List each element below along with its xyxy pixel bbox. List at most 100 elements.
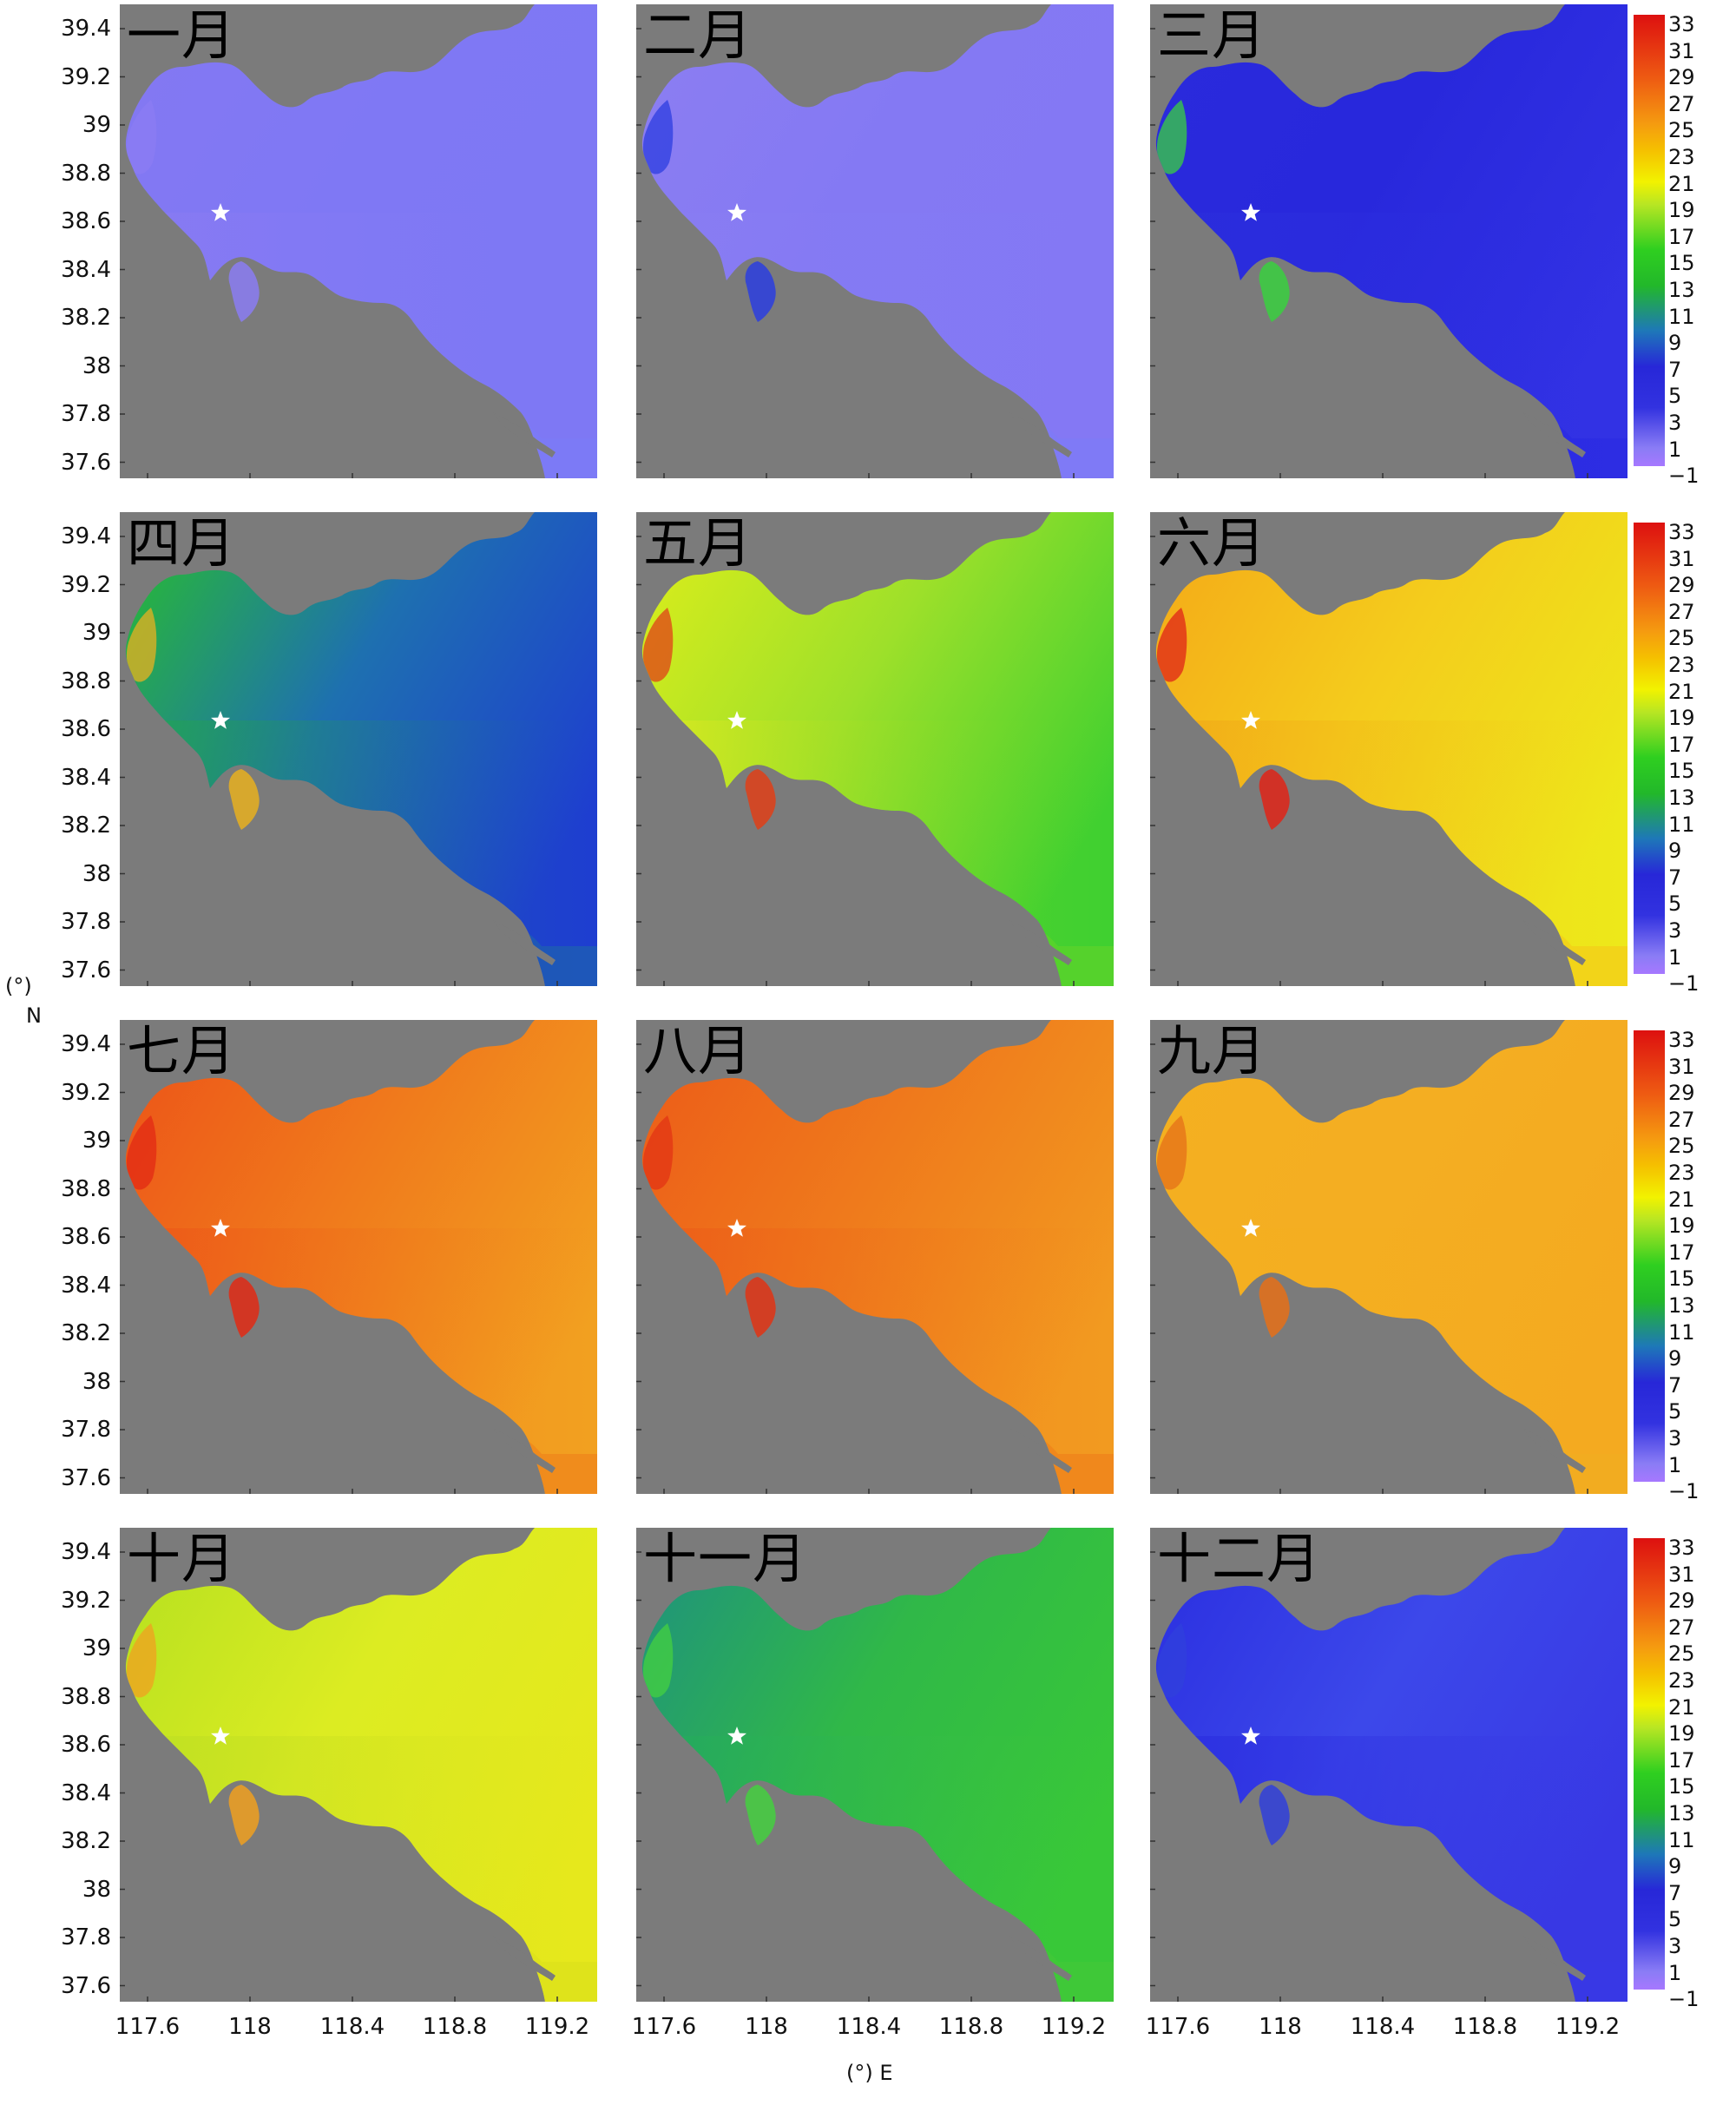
lon-tick-label: 119.2 <box>1041 2014 1107 2040</box>
lat-tick-label: 37.8 <box>61 909 111 935</box>
sea-temperature-map <box>120 512 597 986</box>
lon-tick-label: 117.6 <box>1145 2014 1211 2040</box>
colorbar-tick-label: 23 <box>1668 653 1695 677</box>
colorbar-tick-label: 19 <box>1668 198 1695 223</box>
map-panel-9: 九月 <box>1150 1020 1628 1494</box>
south-coast-zone <box>228 769 260 830</box>
lat-tick-label: 38.6 <box>61 716 111 742</box>
lon-tick-label: 119.2 <box>1555 2014 1621 2040</box>
station-star-icon <box>1241 1219 1260 1237</box>
map-panel-12: 十二月 <box>1150 1528 1628 2002</box>
colorbar-tick-label: 21 <box>1668 171 1695 196</box>
colorbar-tick-label: 25 <box>1668 626 1695 651</box>
west-coast-zone <box>642 1115 674 1190</box>
station-star-icon <box>211 1727 230 1745</box>
colorbar-tick-label: 17 <box>1668 1240 1695 1265</box>
west-coast-zone <box>126 1115 157 1190</box>
colorbar-tick-label: 27 <box>1668 1615 1695 1640</box>
colorbar-tick-label: 27 <box>1668 599 1695 624</box>
west-coast-zone <box>1156 1623 1187 1698</box>
south-coast-zone <box>745 769 776 830</box>
colorbar-tick-label: 13 <box>1668 278 1695 302</box>
river-mouth <box>1523 412 1586 457</box>
lat-tick-label: 37.6 <box>61 449 111 476</box>
temperature-colorbar <box>1634 1030 1665 1482</box>
station-star-icon <box>727 711 746 729</box>
west-coast-zone <box>642 608 674 682</box>
lat-tick-label: 39 <box>82 1635 111 1661</box>
sea-temperature-map <box>1150 1528 1628 2002</box>
y-axis-letter: N <box>26 1003 42 1028</box>
lat-tick-label: 38.4 <box>61 256 111 283</box>
sea-temperature-map <box>636 1020 1114 1494</box>
month-label: 七月 <box>127 1020 237 1082</box>
sea-temperature-map <box>636 4 1114 478</box>
river-mouth <box>1009 1936 1072 1981</box>
south-coast-zone <box>228 1785 260 1845</box>
month-label: 二月 <box>643 4 753 67</box>
colorbar-tick-label: 15 <box>1668 251 1695 276</box>
map-panel-1: 一月 <box>120 4 597 478</box>
station-star-icon <box>211 1219 230 1237</box>
colorbar-tick-label: 33 <box>1668 12 1695 36</box>
colorbar-tick-label: 5 <box>1668 1907 1682 1932</box>
sea-temperature-map <box>1150 1020 1628 1494</box>
lat-tick-label: 38.8 <box>61 1683 111 1710</box>
colorbar-tick-label: 9 <box>1668 1854 1682 1879</box>
west-coast-zone <box>1156 100 1187 174</box>
sea-temperature-map <box>1150 512 1628 986</box>
south-coast-zone <box>228 261 260 322</box>
lat-tick-label: 38.4 <box>61 1779 111 1806</box>
map-panel-6: 六月 <box>1150 512 1628 986</box>
lat-tick-label: 38.6 <box>61 208 111 234</box>
colorbar-tick-label: 29 <box>1668 65 1695 90</box>
colorbar-tick-label: 27 <box>1668 1107 1695 1132</box>
colorbar-tick-label: 33 <box>1668 520 1695 544</box>
lat-tick-label: 37.6 <box>61 957 111 983</box>
river-mouth <box>493 412 556 457</box>
colorbar-tick-label: 17 <box>1668 1747 1695 1773</box>
colorbar-tick-label: −1 <box>1668 464 1700 489</box>
lon-tick-label: 118.8 <box>422 2014 488 2040</box>
west-coast-zone <box>642 100 674 174</box>
station-star-icon <box>1241 711 1260 729</box>
colorbar-tick-label: 23 <box>1668 1668 1695 1693</box>
month-label: 十一月 <box>643 1528 808 1590</box>
lon-tick-label: 118 <box>745 2014 788 2040</box>
colorbar-tick-label: 3 <box>1668 1426 1682 1450</box>
colorbar-tick-label: 7 <box>1668 865 1682 890</box>
lat-tick-label: 38.8 <box>61 1175 111 1202</box>
station-star-icon <box>211 203 230 221</box>
colorbar-tick-label: 15 <box>1668 1266 1695 1292</box>
sea-temperature-map <box>636 512 1114 986</box>
west-coast-zone <box>642 1623 674 1698</box>
river-mouth <box>1009 1428 1072 1473</box>
month-label: 十月 <box>127 1528 237 1590</box>
colorbar-tick-label: 1 <box>1668 944 1682 970</box>
lon-tick-label: 118.8 <box>938 2014 1004 2040</box>
station-star-icon <box>1241 203 1260 221</box>
station-star-icon <box>727 1219 746 1237</box>
colorbar-tick-label: 21 <box>1668 679 1695 704</box>
colorbar-tick-label: 13 <box>1668 1293 1695 1318</box>
lat-tick-label: 38.4 <box>61 764 111 791</box>
colorbar-tick-label: −1 <box>1668 1987 1700 2012</box>
temperature-colorbar <box>1634 1538 1665 1990</box>
lat-tick-label: 37.6 <box>61 1464 111 1491</box>
x-axis-title: (°) E <box>846 2061 893 2085</box>
map-panel-2: 二月 <box>636 4 1114 478</box>
colorbar-tick-label: 7 <box>1668 357 1682 382</box>
colorbar-tick-label: 17 <box>1668 224 1695 249</box>
month-label: 三月 <box>1157 4 1267 67</box>
lon-tick-label: 118.4 <box>1350 2014 1416 2040</box>
station-star-icon <box>1241 1727 1260 1745</box>
colorbar-tick-label: 31 <box>1668 1562 1695 1587</box>
colorbar-tick-label: 31 <box>1668 38 1695 63</box>
river-mouth <box>1523 920 1586 965</box>
west-coast-zone <box>126 1623 157 1698</box>
month-label: 九月 <box>1157 1020 1267 1082</box>
colorbar-tick-label: 3 <box>1668 918 1682 943</box>
colorbar-tick-label: 11 <box>1668 812 1695 837</box>
map-panel-5: 五月 <box>636 512 1114 986</box>
map-panel-8: 八月 <box>636 1020 1114 1494</box>
